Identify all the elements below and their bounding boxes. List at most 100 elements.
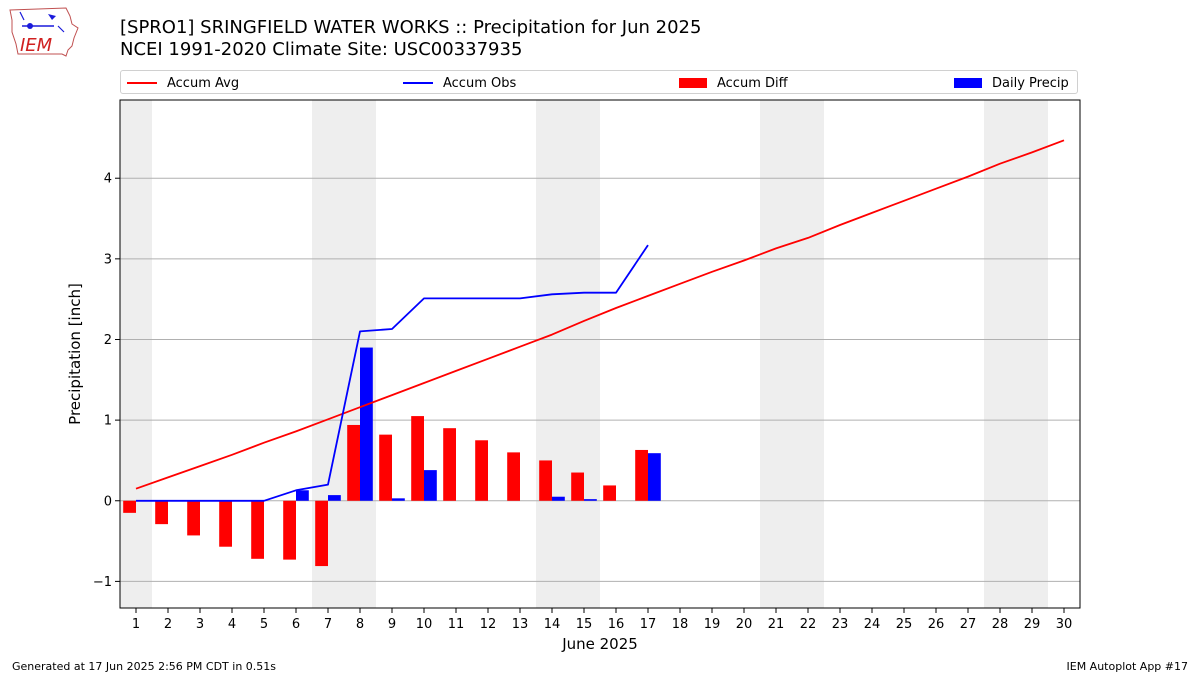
x-tick-label: 28 bbox=[992, 617, 1009, 632]
x-tick-label: 12 bbox=[480, 617, 497, 632]
daily-precip-bar bbox=[584, 499, 597, 501]
x-tick-label: 2 bbox=[164, 617, 172, 632]
plot-frame bbox=[119, 99, 1081, 609]
accum-diff-bar bbox=[123, 500, 136, 513]
x-tick-label: 30 bbox=[1056, 617, 1073, 632]
accum-diff-bar bbox=[155, 500, 168, 525]
accum-diff-bar bbox=[475, 440, 488, 501]
x-tick-label: 25 bbox=[896, 617, 913, 632]
accum-diff-bar bbox=[379, 434, 392, 501]
weekend-shade-day-29 bbox=[1016, 100, 1048, 608]
x-tick-label: 1 bbox=[132, 617, 140, 632]
iem-logo: IEM bbox=[9, 7, 79, 57]
x-tick-label: 16 bbox=[608, 617, 625, 632]
x-tick-label: 4 bbox=[228, 617, 236, 632]
weekend-shade-day-1 bbox=[120, 100, 152, 608]
x-axis-ticks: 1 2 3 4 5 6 7 8 9 10 11 12 13 14 15 16 17 18 19 20 21 22 23 24 2… bbox=[132, 608, 1072, 632]
accum-diff-bar bbox=[347, 424, 360, 501]
x-tick-label: 17 bbox=[640, 617, 657, 632]
daily-precip-bar bbox=[424, 470, 437, 501]
accum-diff-bar bbox=[219, 500, 232, 547]
legend-swatch-daily-precip bbox=[954, 78, 982, 88]
x-tick-label: 26 bbox=[928, 617, 945, 632]
y-tick-label: 4 bbox=[104, 172, 112, 187]
accum-diff-bar bbox=[635, 449, 648, 501]
weekend-shade-day-21 bbox=[760, 100, 792, 608]
x-tick-label: 27 bbox=[960, 617, 977, 632]
legend-label-daily-precip: Daily Precip bbox=[992, 75, 1069, 91]
x-tick-label: 3 bbox=[196, 617, 204, 632]
y-tick-label: 1 bbox=[104, 414, 112, 429]
x-tick-label: 8 bbox=[356, 617, 364, 632]
accum-diff-bar bbox=[603, 485, 616, 501]
daily-precip-bar bbox=[360, 347, 373, 501]
x-tick-label: 24 bbox=[864, 617, 881, 632]
x-axis-label: June 2025 bbox=[561, 635, 638, 653]
y-tick-label: −1 bbox=[93, 575, 112, 590]
accum-diff-bar bbox=[283, 500, 296, 560]
chart-subtitle: NCEI 1991-2020 Climate Site: USC00337935 bbox=[120, 39, 523, 60]
x-tick-label: 9 bbox=[388, 617, 396, 632]
weekend-shade-day-28 bbox=[984, 100, 1016, 608]
x-tick-label: 23 bbox=[832, 617, 849, 632]
legend-label-accum-diff: Accum Diff bbox=[717, 75, 788, 91]
accum-diff-bar bbox=[411, 416, 424, 501]
legend-swatch-accum-diff bbox=[679, 78, 707, 88]
x-tick-label: 7 bbox=[324, 617, 332, 632]
accum-obs-line bbox=[136, 244, 649, 502]
logo-bird-icon bbox=[48, 14, 56, 20]
x-tick-label: 5 bbox=[260, 617, 268, 632]
legend-item-accum-diff: Accum Diff bbox=[679, 74, 788, 92]
accum-diff-bar bbox=[315, 500, 328, 567]
accum-diff-bar bbox=[571, 472, 584, 501]
legend-label-accum-obs: Accum Obs bbox=[443, 75, 517, 91]
accum-diff-bar bbox=[187, 500, 200, 536]
y-tick-label: 3 bbox=[104, 252, 112, 267]
chart-legend: Accum Avg Accum Obs Accum Diff Daily Pre… bbox=[120, 70, 1078, 94]
daily-precip-bar bbox=[328, 495, 341, 501]
legend-swatch-accum-avg bbox=[127, 82, 157, 84]
app-footer: IEM Autoplot App #17 bbox=[1066, 660, 1189, 673]
lines bbox=[135, 139, 1065, 502]
x-tick-label: 6 bbox=[292, 617, 300, 632]
x-tick-label: 13 bbox=[512, 617, 529, 632]
x-tick-label: 11 bbox=[448, 617, 465, 632]
y-tick-label: 0 bbox=[104, 494, 112, 509]
generated-footer: Generated at 17 Jun 2025 2:56 PM CDT in … bbox=[12, 660, 277, 673]
accum-diff-bar bbox=[507, 452, 520, 501]
bars bbox=[123, 347, 661, 567]
weekend-shade-day-22 bbox=[792, 100, 824, 608]
legend-swatch-accum-obs bbox=[403, 82, 433, 84]
accum-diff-bar bbox=[443, 428, 456, 501]
accum-avg-line bbox=[135, 139, 1065, 490]
logo-text: IEM bbox=[20, 35, 53, 56]
x-tick-label: 10 bbox=[416, 617, 433, 632]
legend-item-accum-obs: Accum Obs bbox=[403, 74, 516, 92]
x-tick-label: 14 bbox=[544, 617, 561, 632]
weekend-shade-day-15 bbox=[568, 100, 600, 608]
y-axis-ticks: −1 0 1 2 3 4 bbox=[93, 172, 120, 590]
y-tick-label: 2 bbox=[104, 333, 112, 348]
daily-precip-bar bbox=[392, 498, 405, 501]
daily-precip-bar bbox=[552, 496, 565, 501]
x-tick-label: 22 bbox=[800, 617, 817, 632]
daily-precip-bar bbox=[296, 490, 309, 501]
y-gridlines bbox=[120, 177, 1080, 582]
legend-item-daily-precip: Daily Precip bbox=[954, 74, 1069, 92]
x-tick-label: 15 bbox=[576, 617, 593, 632]
iowa-outline bbox=[9, 7, 79, 57]
x-tick-label: 21 bbox=[768, 617, 785, 632]
y-axis-label: Precipitation [inch] bbox=[66, 283, 84, 425]
x-tick-label: 29 bbox=[1024, 617, 1041, 632]
accum-diff-bar bbox=[251, 500, 264, 559]
accum-diff-bar bbox=[539, 460, 552, 501]
weekend-shade-day-14 bbox=[536, 100, 568, 608]
x-tick-label: 19 bbox=[704, 617, 721, 632]
legend-label-accum-avg: Accum Avg bbox=[167, 75, 240, 91]
chart-title: [SPRO1] SRINGFIELD WATER WORKS :: Precip… bbox=[120, 17, 702, 38]
x-tick-label: 20 bbox=[736, 617, 753, 632]
daily-precip-bar bbox=[648, 453, 661, 501]
x-tick-label: 18 bbox=[672, 617, 689, 632]
legend-item-accum-avg: Accum Avg bbox=[127, 74, 239, 92]
